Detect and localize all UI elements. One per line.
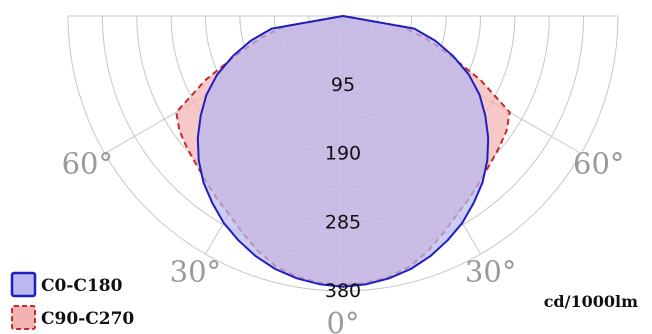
angle-label-pos60: 60° (573, 147, 624, 181)
unit-label: cd/1000lm (544, 292, 638, 311)
angle-label-pos30: 30° (465, 255, 516, 289)
legend-swatch-c0-c180 (10, 271, 37, 298)
ring-label-190: 190 (325, 143, 361, 165)
angle-labels: 60° 30° 0° 30° 60° (62, 147, 625, 334)
angle-label-neg60: 60° (62, 147, 113, 181)
legend-label-c0-c180: C0-C180 (41, 276, 123, 296)
ring-label-95: 95 (331, 74, 355, 96)
ring-label-380: 380 (325, 280, 361, 302)
ring-label-285: 285 (325, 211, 361, 233)
series-layer (175, 15, 511, 288)
angle-label-neg30: 30° (170, 255, 221, 289)
series-c0-c180 (196, 15, 490, 288)
legend: C0-C180 C90-C270 (10, 271, 134, 330)
legend-swatch-c90-c270 (11, 305, 36, 330)
legend-label-c90-c270: C90-C270 (41, 309, 134, 329)
angle-label-pos0: 0° (327, 306, 360, 334)
ring-labels: 95 190 285 380 (325, 74, 361, 302)
